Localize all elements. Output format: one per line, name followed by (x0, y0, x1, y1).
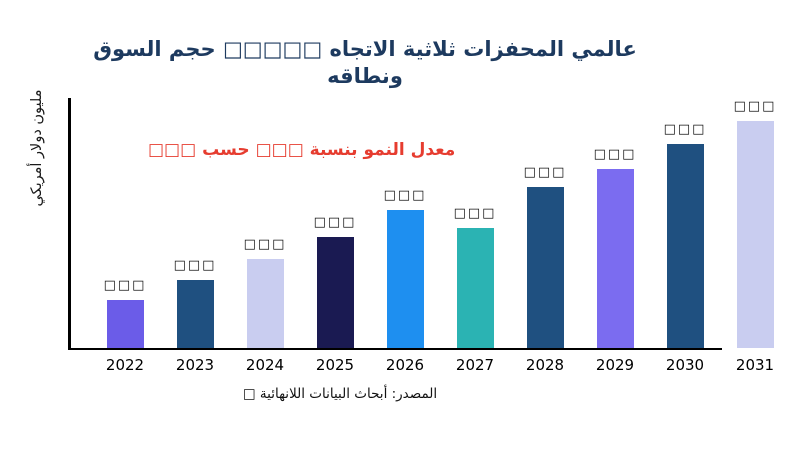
source-caption: المصدر: أبحاث البيانات اللانهائية □ (242, 386, 438, 402)
x-tick-2029: 2029 (595, 356, 635, 374)
x-tick-2025: 2025 (315, 356, 355, 374)
bar-value-label-2025: □□□ (313, 215, 357, 230)
bar-value-label-2027: □□□ (453, 206, 497, 221)
growth-rate-annotation: معدل النمو بنسبة □□□ حسب □□□ (148, 140, 456, 160)
bar-2029 (596, 169, 634, 348)
x-tick-2027: 2027 (455, 356, 495, 374)
bar-value-label-2026: □□□ (383, 188, 427, 203)
bar-2026 (386, 210, 424, 348)
bar-slot-2025: □□□ (300, 215, 370, 348)
bar-value-label-2030: □□□ (663, 122, 707, 137)
bar-slot-2023: □□□ (160, 258, 230, 348)
bar-2028 (526, 187, 564, 348)
bar-slot-2030: □□□ (650, 122, 720, 348)
bar-2030 (666, 144, 704, 348)
bar-value-label-2023: □□□ (173, 258, 217, 273)
x-axis-line (68, 347, 722, 350)
bar-slot-2027: □□□ (440, 206, 510, 348)
x-tick-2024: 2024 (245, 356, 285, 374)
bar-value-label-2022: □□□ (103, 278, 147, 293)
bar-2031 (736, 121, 774, 348)
bar-2027 (456, 228, 494, 348)
bar-slot-2029: □□□ (580, 147, 650, 348)
x-tick-2028: 2028 (525, 356, 565, 374)
x-tick-2030: 2030 (665, 356, 705, 374)
y-axis-label: مليون دولار أمريكي (29, 89, 45, 207)
x-tick-2031: 2031 (735, 356, 775, 374)
bar-slot-2028: □□□ (510, 165, 580, 348)
bar-slot-2022: □□□ (90, 278, 160, 348)
bar-slot-2026: □□□ (370, 188, 440, 348)
bar-value-label-2028: □□□ (523, 165, 567, 180)
bar-slot-2031: □□□ (720, 99, 790, 348)
x-tick-2022: 2022 (105, 356, 145, 374)
chart-title: عالمي المحفزات ثلاثية الاتجاه □□□□□ حجم … (93, 37, 637, 89)
plot-area: □□□ □□□ □□□ □□□ □□□ □□□ □□□ □□□ □□□ □□□ 2022 2023 2… (68, 98, 792, 374)
x-tick-2023: 2023 (175, 356, 215, 374)
y-axis-line (68, 98, 71, 348)
x-axis-ticks: 2022 2023 2024 2025 2026 2027 2028 2029 2030 2031 (68, 356, 792, 374)
bar-2023 (176, 280, 214, 348)
bar-slot-2024: □□□ (230, 237, 300, 348)
bar-2025 (316, 237, 354, 348)
x-tick-2026: 2026 (385, 356, 425, 374)
bars-group: □□□ □□□ □□□ □□□ □□□ □□□ □□□ □□□ □□□ □□□ (68, 98, 792, 348)
bar-value-label-2031: □□□ (733, 99, 777, 114)
bar-2022 (106, 300, 144, 348)
bar-2024 (246, 259, 284, 348)
bar-value-label-2024: □□□ (243, 237, 287, 252)
bar-value-label-2029: □□□ (593, 147, 637, 162)
